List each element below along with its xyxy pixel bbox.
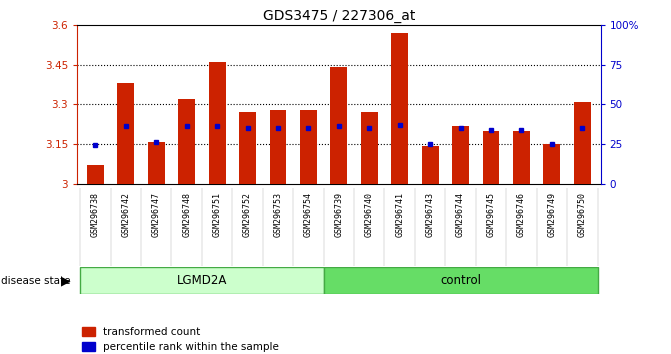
Text: ▶: ▶	[61, 274, 70, 287]
Text: GSM296750: GSM296750	[578, 192, 586, 236]
Text: control: control	[440, 274, 481, 287]
Text: LGMD2A: LGMD2A	[176, 274, 227, 287]
Bar	[270, 110, 287, 184]
Text: GSM296741: GSM296741	[395, 192, 404, 236]
Text: GSM296739: GSM296739	[334, 192, 344, 236]
Text: GDS3475 / 227306_at: GDS3475 / 227306_at	[262, 9, 415, 23]
Bar	[209, 62, 225, 184]
Text: GSM296742: GSM296742	[121, 192, 130, 236]
Text: GSM296752: GSM296752	[243, 192, 252, 236]
Bar	[148, 142, 164, 184]
Bar	[87, 166, 104, 184]
Text: GSM296740: GSM296740	[365, 192, 374, 236]
Bar	[513, 131, 530, 184]
Bar	[300, 110, 317, 184]
Bar	[391, 33, 408, 184]
Text: GSM296738: GSM296738	[91, 192, 100, 236]
Bar	[574, 102, 590, 184]
Bar	[117, 83, 134, 184]
Text: GSM296743: GSM296743	[425, 192, 435, 236]
Bar	[544, 144, 560, 184]
Bar	[331, 67, 347, 184]
Bar	[178, 99, 195, 184]
Bar	[482, 131, 499, 184]
Text: disease state: disease state	[1, 275, 70, 286]
Text: GSM296748: GSM296748	[183, 192, 191, 236]
Legend: transformed count, percentile rank within the sample: transformed count, percentile rank withi…	[83, 327, 279, 352]
Bar	[452, 126, 469, 184]
Text: GSM296754: GSM296754	[304, 192, 313, 236]
Text: GSM296744: GSM296744	[456, 192, 465, 236]
Text: GSM296753: GSM296753	[274, 192, 282, 236]
Bar	[239, 113, 256, 184]
Text: GSM296751: GSM296751	[213, 192, 221, 236]
Text: GSM296746: GSM296746	[517, 192, 526, 236]
Bar	[81, 267, 323, 294]
Bar	[422, 145, 439, 184]
Text: GSM296745: GSM296745	[486, 192, 495, 236]
Text: GSM296749: GSM296749	[548, 192, 556, 236]
Bar	[361, 113, 378, 184]
Text: GSM296747: GSM296747	[152, 192, 161, 236]
Bar	[323, 267, 597, 294]
